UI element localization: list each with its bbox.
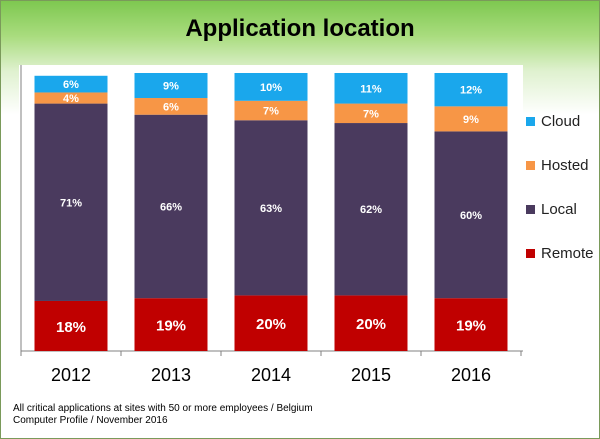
data-label-remote-2012: 18%	[56, 319, 86, 336]
bar-segment-cloud-2013	[134, 73, 208, 99]
legend-label-remote: Remote	[541, 244, 594, 262]
data-label-local-2012: 71%	[60, 197, 82, 209]
legend-item-remote: Remote	[526, 244, 594, 262]
legend-swatch-remote	[526, 248, 535, 258]
legend-swatch-local	[526, 204, 535, 214]
bar-segment-remote-2012	[34, 300, 108, 351]
bar-segment-hosted-2012	[34, 92, 108, 104]
bar-segment-local-2014	[234, 120, 308, 296]
data-label-cloud-2014: 10%	[260, 82, 282, 94]
legend-label-hosted: Hosted	[541, 156, 589, 174]
bar-segment-remote-2014	[234, 295, 308, 351]
bar-segment-hosted-2013	[134, 98, 208, 115]
legend-item-cloud: Cloud	[526, 112, 581, 130]
bar-segment-hosted-2014	[234, 100, 308, 121]
bar-segment-remote-2013	[134, 298, 208, 351]
data-label-remote-2015: 20%	[356, 316, 386, 333]
data-label-cloud-2015: 11%	[360, 83, 382, 95]
bar-segment-hosted-2016	[434, 106, 508, 132]
bar-segment-local-2016	[434, 131, 508, 299]
x-tick-label-2015: 2015	[351, 365, 391, 385]
legend-swatch-cloud	[526, 116, 535, 126]
x-tick-label-2012: 2012	[51, 365, 91, 385]
data-label-hosted-2012: 4%	[63, 93, 79, 105]
x-tick-label-2014: 2014	[251, 365, 291, 385]
bar-segment-remote-2016	[434, 298, 508, 351]
legend-label-cloud: Cloud	[541, 112, 581, 130]
data-label-cloud-2013: 9%	[163, 81, 179, 93]
stacked-bar-chart: 18% 71% 4% 6% 2012 19% 66% 6% 9% 2013 20% 63% 7% 10% 2…	[20, 65, 523, 385]
footnote-line-2: Computer Profile / November 2016	[13, 415, 168, 426]
x-tick-label-2013: 2013	[151, 365, 191, 385]
data-label-local-2014: 63%	[260, 203, 282, 215]
x-tick-label-2016: 2016	[451, 365, 491, 385]
data-label-remote-2013: 19%	[156, 318, 186, 335]
plot-area: 18% 71% 4% 6% 2012 19% 66% 6% 9% 2013 20% 63% 7% 10% 2…	[19, 65, 523, 385]
bar-segment-hosted-2015	[334, 103, 408, 124]
footnote-line-1: All critical applications at sites with …	[13, 403, 313, 414]
bar-segment-local-2012	[34, 103, 108, 301]
data-label-remote-2016: 19%	[456, 318, 486, 335]
bar-segment-cloud-2016	[434, 73, 508, 107]
data-label-local-2016: 60%	[460, 210, 482, 222]
chart-title: Application location	[185, 15, 415, 42]
data-label-remote-2014: 20%	[256, 316, 286, 333]
legend-label-local: Local	[541, 200, 577, 218]
footnote: All critical applications at sites with …	[13, 403, 373, 427]
bar-segment-cloud-2012	[34, 75, 108, 93]
data-label-cloud-2012: 6%	[63, 79, 79, 91]
legend-swatch-hosted	[526, 160, 535, 170]
bar-segment-local-2013	[134, 114, 208, 299]
data-label-hosted-2013: 6%	[163, 101, 179, 113]
bar-segment-remote-2015	[334, 295, 408, 351]
data-label-hosted-2016: 9%	[463, 114, 479, 126]
data-label-hosted-2015: 7%	[363, 108, 379, 120]
bar-segment-local-2015	[334, 123, 408, 296]
legend-item-local: Local	[526, 200, 577, 218]
bar-segment-cloud-2015	[334, 73, 408, 104]
data-label-local-2015: 62%	[360, 204, 382, 216]
data-label-local-2013: 66%	[160, 201, 182, 213]
data-label-cloud-2016: 12%	[460, 85, 482, 97]
data-label-hosted-2014: 7%	[263, 106, 279, 118]
legend-item-hosted: Hosted	[526, 156, 589, 174]
bar-segment-cloud-2014	[234, 73, 308, 101]
